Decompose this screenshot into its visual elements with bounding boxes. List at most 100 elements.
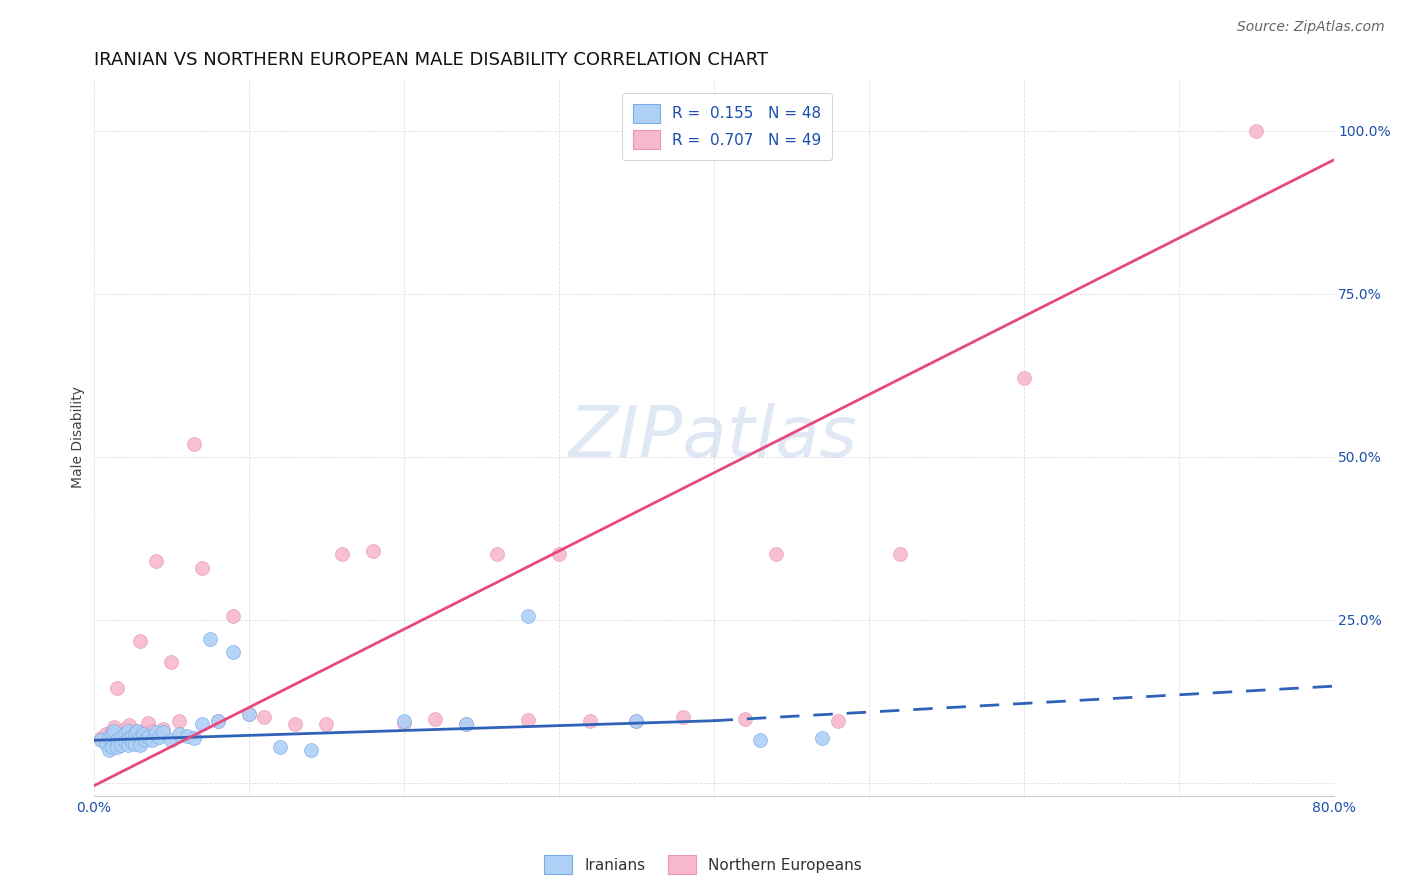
Point bbox=[176, 729, 198, 743]
Point bbox=[207, 714, 229, 728]
Point bbox=[253, 710, 276, 724]
Point bbox=[105, 681, 128, 695]
Point bbox=[101, 723, 124, 738]
Point bbox=[118, 718, 141, 732]
Point bbox=[238, 707, 260, 722]
Point bbox=[117, 724, 139, 739]
Point bbox=[136, 715, 159, 730]
Point bbox=[191, 717, 214, 731]
Point bbox=[105, 739, 128, 754]
Point bbox=[152, 722, 174, 736]
Point bbox=[134, 727, 156, 741]
Text: IRANIAN VS NORTHERN EUROPEAN MALE DISABILITY CORRELATION CHART: IRANIAN VS NORTHERN EUROPEAN MALE DISABI… bbox=[94, 51, 768, 69]
Point bbox=[361, 544, 384, 558]
Point bbox=[183, 731, 205, 746]
Point bbox=[1012, 371, 1035, 385]
Point bbox=[101, 739, 124, 754]
Point bbox=[110, 738, 132, 752]
Point bbox=[578, 714, 600, 728]
Point bbox=[90, 733, 112, 747]
Point bbox=[134, 733, 156, 747]
Point bbox=[392, 715, 415, 730]
Point bbox=[238, 707, 260, 722]
Point bbox=[118, 731, 141, 746]
Point bbox=[132, 727, 155, 741]
Point bbox=[330, 548, 353, 562]
Point bbox=[671, 710, 693, 724]
Point bbox=[110, 730, 132, 744]
Point bbox=[114, 735, 136, 749]
Point bbox=[105, 730, 128, 744]
Legend: Iranians, Northern Europeans: Iranians, Northern Europeans bbox=[538, 849, 868, 880]
Text: ZIPatlas: ZIPatlas bbox=[569, 402, 858, 472]
Point bbox=[749, 733, 772, 747]
Point bbox=[454, 717, 477, 731]
Point bbox=[108, 727, 131, 741]
Point bbox=[299, 743, 322, 757]
Point bbox=[129, 731, 152, 746]
Point bbox=[315, 717, 337, 731]
Point bbox=[121, 735, 143, 749]
Point bbox=[98, 743, 121, 757]
Point bbox=[160, 733, 183, 747]
Point bbox=[90, 731, 112, 746]
Point bbox=[148, 730, 170, 744]
Point bbox=[734, 712, 756, 726]
Point bbox=[624, 714, 647, 728]
Point bbox=[98, 730, 121, 744]
Point bbox=[454, 717, 477, 731]
Point bbox=[136, 730, 159, 744]
Point bbox=[516, 609, 538, 624]
Point bbox=[191, 560, 214, 574]
Point bbox=[624, 714, 647, 728]
Point bbox=[207, 714, 229, 728]
Point bbox=[222, 609, 245, 624]
Point bbox=[105, 737, 128, 751]
Point bbox=[124, 727, 146, 741]
Point bbox=[1244, 124, 1267, 138]
Point bbox=[124, 737, 146, 751]
Point bbox=[160, 655, 183, 669]
Point bbox=[811, 731, 834, 746]
Point bbox=[121, 729, 143, 743]
Point bbox=[121, 731, 143, 746]
Point bbox=[167, 714, 190, 728]
Point bbox=[117, 723, 139, 738]
Point bbox=[94, 727, 117, 741]
Legend: R =  0.155   N = 48, R =  0.707   N = 49: R = 0.155 N = 48, R = 0.707 N = 49 bbox=[621, 94, 832, 160]
Point bbox=[94, 737, 117, 751]
Point bbox=[765, 548, 787, 562]
Point bbox=[269, 739, 291, 754]
Point bbox=[485, 548, 508, 562]
Point bbox=[423, 712, 446, 726]
Point bbox=[198, 632, 221, 647]
Text: Source: ZipAtlas.com: Source: ZipAtlas.com bbox=[1237, 20, 1385, 34]
Point bbox=[889, 548, 911, 562]
Point bbox=[117, 738, 139, 752]
Point bbox=[98, 733, 121, 747]
Y-axis label: Male Disability: Male Disability bbox=[72, 386, 86, 488]
Point bbox=[152, 724, 174, 739]
Point bbox=[547, 548, 569, 562]
Point bbox=[110, 731, 132, 746]
Point bbox=[516, 713, 538, 727]
Point bbox=[103, 720, 125, 734]
Point bbox=[145, 554, 167, 568]
Point bbox=[222, 645, 245, 659]
Point bbox=[167, 727, 190, 741]
Point bbox=[105, 733, 128, 747]
Point bbox=[141, 733, 163, 747]
Point bbox=[114, 722, 136, 736]
Point bbox=[103, 723, 125, 738]
Point bbox=[145, 724, 167, 739]
Point bbox=[129, 633, 152, 648]
Point bbox=[284, 717, 307, 731]
Point bbox=[124, 723, 146, 738]
Point bbox=[129, 738, 152, 752]
Point bbox=[125, 729, 148, 743]
Point bbox=[125, 723, 148, 738]
Point bbox=[141, 723, 163, 738]
Point bbox=[392, 714, 415, 728]
Point bbox=[827, 714, 849, 728]
Point bbox=[114, 727, 136, 741]
